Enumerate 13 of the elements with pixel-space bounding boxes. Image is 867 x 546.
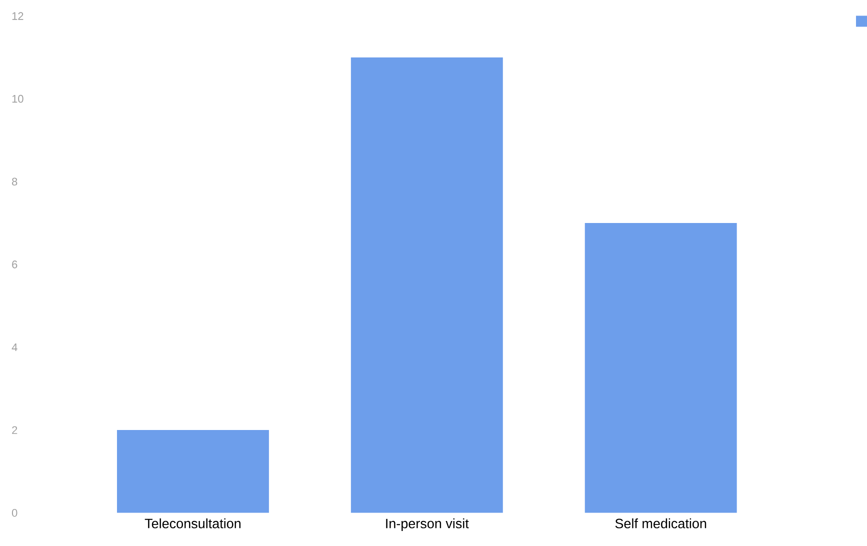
bar <box>350 57 503 513</box>
y-tick-label: 8 <box>12 178 18 186</box>
y-tick-label: 0 <box>12 509 18 517</box>
y-tick-label: 12 <box>12 12 24 20</box>
bar <box>116 430 269 513</box>
x-tick-label: Teleconsultation <box>144 518 240 528</box>
bar <box>584 223 737 513</box>
y-tick-label: 10 <box>12 94 24 103</box>
x-tick-label: In-person visit <box>386 518 469 532</box>
x-tick-label: Self medication <box>615 518 706 528</box>
y-tick-label: 2 <box>12 426 18 434</box>
y-tick-label: 6 <box>12 260 18 268</box>
y-tick-label: 4 <box>12 344 18 352</box>
